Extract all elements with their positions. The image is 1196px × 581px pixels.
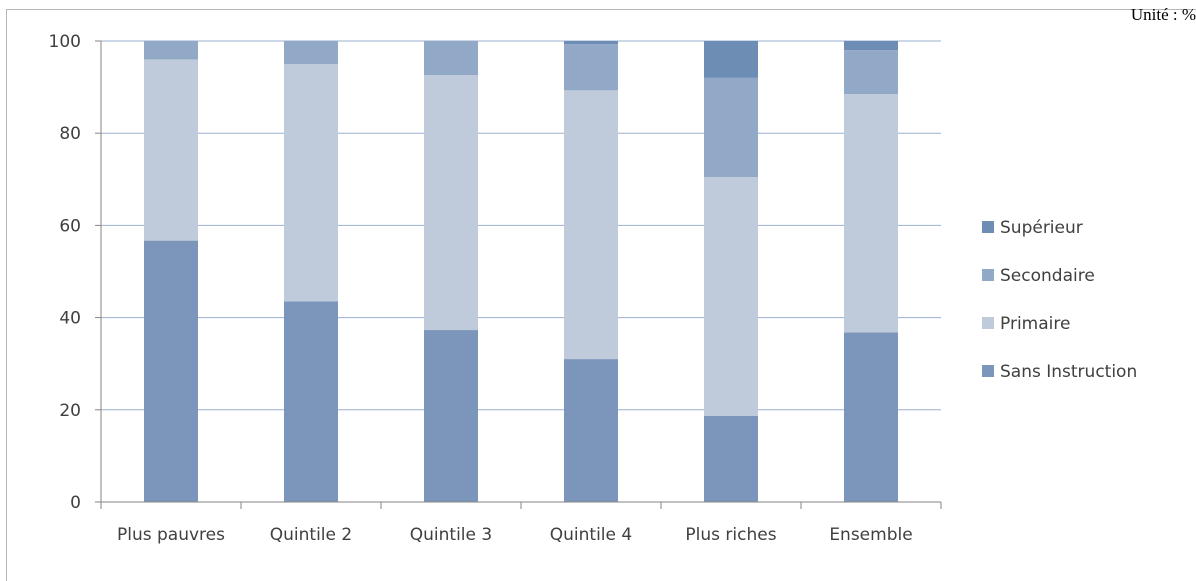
legend-label-superieur: Supérieur [1000,218,1083,238]
bar-sans-instruction-quintile-2 [284,301,338,502]
y-tick-label-60: 60 [59,216,81,236]
bar-secondaire-plus-pauvres [144,41,198,60]
legend-label-sans-instruction: Sans Instruction [1000,362,1137,382]
legend: Supérieur Secondaire Primaire Sans Instruct… [982,218,1137,382]
bar-sans-instruction-quintile-3 [424,330,478,502]
unit-label: Unité : % [1130,5,1196,24]
bars-layer [144,41,898,502]
x-tick-label-plus-pauvres: Plus pauvres [117,525,225,545]
bar-primaire-quintile-2 [284,64,338,302]
bar-sans-instruction-plus-pauvres [144,240,198,502]
bar-primaire-plus-pauvres [144,59,198,241]
bar-superieur-plus-riches [704,41,758,78]
axis-layer: 0 20 40 60 80 100 Plus pauvres Quintile 2 Quinti… [49,32,942,545]
bar-sans-instruction-plus-riches [704,415,758,502]
x-tick-label-quintile-2: Quintile 2 [270,525,352,545]
x-tick-label-plus-riches: Plus riches [685,525,776,545]
bar-primaire-quintile-4 [564,90,618,360]
legend-swatch-superieur [982,221,994,233]
bar-primaire-quintile-3 [424,75,478,331]
y-tick-label-40: 40 [59,309,81,329]
legend-swatch-sans-instruction [982,365,994,377]
x-tick-label-quintile-4: Quintile 4 [550,525,632,545]
bar-primaire-ensemble [844,94,898,333]
bar-secondaire-quintile-3 [424,41,478,76]
bar-superieur-ensemble [844,41,898,51]
bar-primaire-plus-riches [704,176,758,416]
x-tick-label-quintile-3: Quintile 3 [410,525,492,545]
stacked-bar-chart: 0 20 40 60 80 100 Plus pauvres Quintile 2 Quinti… [49,32,1138,545]
bar-sans-instruction-quintile-4 [564,359,618,502]
legend-swatch-primaire [982,317,994,329]
grid-layer [101,40,941,411]
bar-secondaire-ensemble [844,50,898,95]
bar-sans-instruction-ensemble [844,332,898,502]
y-tick-label-20: 20 [59,401,81,421]
y-tick-label-0: 0 [70,493,81,513]
x-tick-label-ensemble: Ensemble [829,525,912,545]
bar-secondaire-quintile-4 [564,44,618,91]
y-tick-label-100: 100 [49,32,81,52]
bar-secondaire-plus-riches [704,77,758,177]
bar-superieur-quintile-4 [564,41,618,45]
legend-label-secondaire: Secondaire [1000,266,1095,286]
chart-frame: Unité : % 0 20 40 60 80 100 Plus pauvres Quinti… [6,5,1196,581]
legend-swatch-secondaire [982,269,994,281]
y-tick-label-80: 80 [59,124,81,144]
legend-label-primaire: Primaire [1000,314,1070,334]
bar-secondaire-quintile-2 [284,41,338,65]
